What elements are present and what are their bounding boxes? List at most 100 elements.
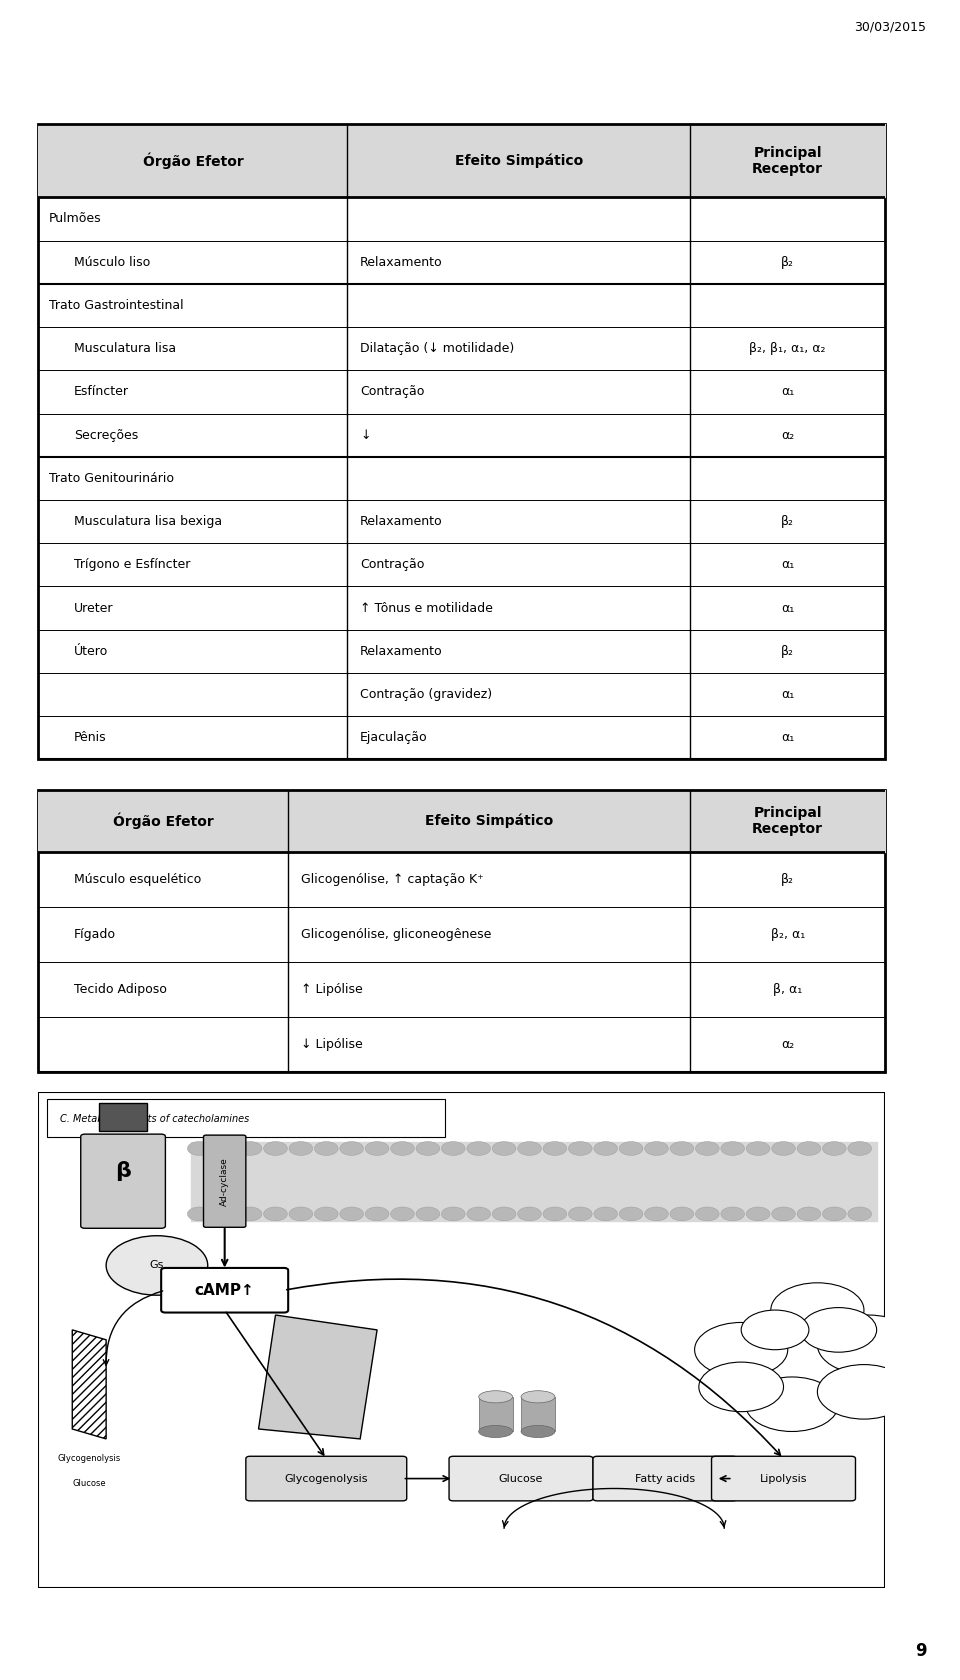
Circle shape <box>568 1142 592 1156</box>
Text: β₂, α₁: β₂, α₁ <box>771 927 804 941</box>
Circle shape <box>543 1142 566 1156</box>
Text: Dilatação (↓ motilidade): Dilatação (↓ motilidade) <box>360 343 515 354</box>
Circle shape <box>492 1206 516 1221</box>
Circle shape <box>107 1236 207 1295</box>
Text: Músculo liso: Músculo liso <box>74 255 150 269</box>
Circle shape <box>823 1206 846 1221</box>
Text: Musculatura lisa bexiga: Musculatura lisa bexiga <box>74 516 222 528</box>
FancyBboxPatch shape <box>711 1457 855 1500</box>
Text: 9: 9 <box>915 1641 926 1660</box>
FancyBboxPatch shape <box>246 1457 407 1500</box>
Text: Músculo esquelético: Músculo esquelético <box>74 872 202 885</box>
Circle shape <box>467 1206 491 1221</box>
Text: β₂, β₁, α₁, α₂: β₂, β₁, α₁, α₂ <box>750 343 826 354</box>
Circle shape <box>238 1142 262 1156</box>
Text: β, α₁: β, α₁ <box>773 983 803 996</box>
Text: Principal
Receptor: Principal Receptor <box>753 146 824 176</box>
Ellipse shape <box>479 1425 513 1438</box>
Text: Ad-cyclase: Ad-cyclase <box>220 1158 229 1206</box>
Circle shape <box>771 1284 864 1337</box>
Text: Órgão Efetor: Órgão Efetor <box>142 153 243 170</box>
Circle shape <box>391 1206 415 1221</box>
Circle shape <box>801 1307 876 1352</box>
Ellipse shape <box>521 1391 555 1403</box>
Text: α₂: α₂ <box>781 1038 794 1050</box>
Circle shape <box>492 1142 516 1156</box>
Ellipse shape <box>479 1391 513 1403</box>
Text: β₂: β₂ <box>781 516 794 528</box>
Circle shape <box>365 1206 389 1221</box>
Circle shape <box>517 1206 541 1221</box>
Circle shape <box>442 1206 466 1221</box>
Text: Contração: Contração <box>360 385 424 398</box>
Circle shape <box>187 1206 211 1221</box>
Circle shape <box>772 1142 796 1156</box>
Text: Útero: Útero <box>74 645 108 659</box>
Circle shape <box>817 1315 919 1374</box>
Text: Fatty acids: Fatty acids <box>635 1473 695 1483</box>
Circle shape <box>340 1142 364 1156</box>
Circle shape <box>213 1206 236 1221</box>
Text: cAMP↑: cAMP↑ <box>195 1284 254 1297</box>
Circle shape <box>670 1206 694 1221</box>
Text: ↓: ↓ <box>360 428 371 442</box>
Circle shape <box>772 1206 796 1221</box>
Text: ↑ Lipólise: ↑ Lipólise <box>300 983 363 996</box>
Text: Gs: Gs <box>150 1260 164 1270</box>
Bar <box>47 1099 444 1137</box>
Text: Relaxamento: Relaxamento <box>360 645 443 659</box>
Circle shape <box>721 1206 745 1221</box>
Text: Ejaculação: Ejaculação <box>360 731 428 744</box>
Circle shape <box>187 1142 211 1156</box>
Text: β₂: β₂ <box>781 645 794 659</box>
Text: Tecido Adiposo: Tecido Adiposo <box>74 983 167 996</box>
Circle shape <box>442 1142 466 1156</box>
Text: Glucose: Glucose <box>72 1478 106 1487</box>
Circle shape <box>670 1142 694 1156</box>
Bar <box>479 1396 513 1431</box>
Text: Contração: Contração <box>360 558 424 571</box>
Text: Efeito Simpático: Efeito Simpático <box>425 813 553 828</box>
Text: ↑ Tônus e motilidade: ↑ Tônus e motilidade <box>360 601 493 615</box>
FancyBboxPatch shape <box>593 1457 737 1500</box>
FancyBboxPatch shape <box>81 1134 165 1228</box>
Circle shape <box>467 1142 491 1156</box>
Text: Relaxamento: Relaxamento <box>360 516 443 528</box>
Text: Efeito Simpático: Efeito Simpático <box>455 153 583 168</box>
Text: C. Metabolic effects of catecholamines: C. Metabolic effects of catecholamines <box>60 1114 249 1124</box>
Circle shape <box>264 1206 287 1221</box>
Ellipse shape <box>521 1425 555 1438</box>
Circle shape <box>817 1364 910 1420</box>
Circle shape <box>340 1206 364 1221</box>
Text: α₁: α₁ <box>781 558 794 571</box>
Text: ↓ Lipólise: ↓ Lipólise <box>300 1038 363 1050</box>
Circle shape <box>695 1206 719 1221</box>
Circle shape <box>264 1142 287 1156</box>
Circle shape <box>745 1378 838 1431</box>
Circle shape <box>416 1206 440 1221</box>
Circle shape <box>315 1142 338 1156</box>
Bar <box>521 1396 555 1431</box>
Circle shape <box>365 1142 389 1156</box>
Circle shape <box>289 1206 313 1221</box>
Text: Principal
Receptor: Principal Receptor <box>753 805 824 835</box>
Circle shape <box>289 1142 313 1156</box>
Circle shape <box>746 1206 770 1221</box>
Text: Glucose: Glucose <box>499 1473 543 1483</box>
Text: Glicogenólise, ↑ captação K⁺: Glicogenólise, ↑ captação K⁺ <box>300 872 484 885</box>
Text: Musculatura lisa: Musculatura lisa <box>74 343 176 354</box>
Text: Trato Gastrointestinal: Trato Gastrointestinal <box>49 299 183 312</box>
Circle shape <box>645 1142 668 1156</box>
Text: Secreções: Secreções <box>74 428 138 442</box>
Text: Esfíncter: Esfíncter <box>74 385 129 398</box>
Circle shape <box>746 1142 770 1156</box>
Circle shape <box>721 1142 745 1156</box>
Circle shape <box>619 1142 643 1156</box>
Circle shape <box>315 1206 338 1221</box>
Text: Trato Genitourinário: Trato Genitourinário <box>49 472 174 486</box>
Text: 30/03/2015: 30/03/2015 <box>854 20 926 34</box>
Circle shape <box>238 1206 262 1221</box>
Circle shape <box>823 1142 846 1156</box>
Circle shape <box>695 1322 788 1378</box>
Text: Fígado: Fígado <box>74 927 116 941</box>
